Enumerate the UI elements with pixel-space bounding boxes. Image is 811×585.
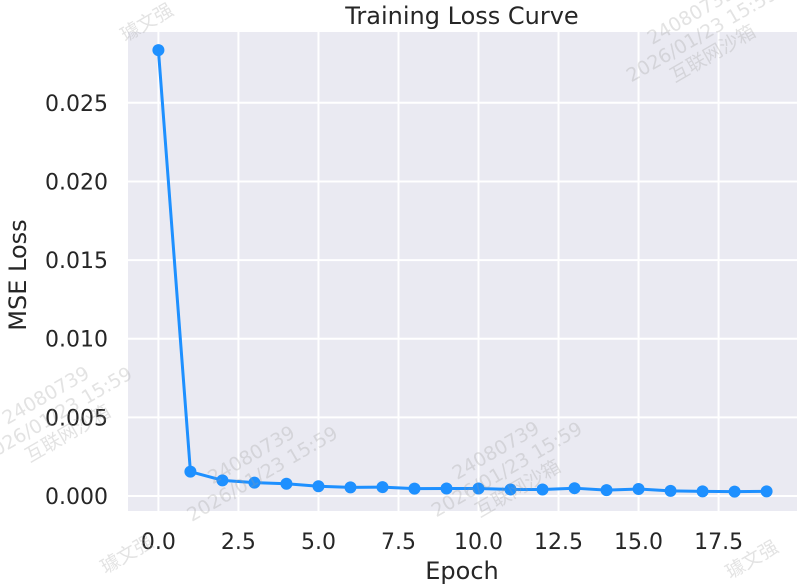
data-point [344,481,357,494]
data-point [632,482,645,495]
x-tick-label: 12.5 [534,530,583,555]
x-tick-label: 2.5 [221,530,256,555]
y-tick-label: 0.010 [45,328,108,353]
x-axis-title: Epoch [425,557,499,585]
data-point [280,477,293,490]
x-tick-label: 0.0 [141,530,176,555]
data-point [184,465,197,478]
series-layer [152,44,773,498]
data-point [728,485,741,498]
x-grid [157,32,720,511]
y-tick-label: 0.015 [45,249,108,274]
data-point [504,483,517,496]
data-point [248,476,261,489]
data-point [760,485,773,498]
data-point [216,474,229,487]
data-point [536,483,549,496]
plot-area [128,32,797,511]
x-tick-label: 5.0 [301,530,336,555]
data-point [440,482,453,495]
data-point [472,482,485,495]
chart-title: Training Loss Curve [344,2,578,30]
data-point [568,482,581,495]
data-point [696,485,709,498]
data-point [664,484,677,497]
y-tick-label: 0.005 [45,406,108,431]
data-point [408,482,421,495]
y-tick-label: 0.020 [45,170,108,195]
x-tick-label: 17.5 [694,530,743,555]
watermark-text: 璩文强 [97,531,157,579]
y-tick-label: 0.000 [45,485,108,510]
y-axis-title: MSE Loss [4,219,32,330]
x-tick-label: 10.0 [454,530,503,555]
y-axis: 0.000 0.005 0.010 0.015 0.020 0.025 [45,92,108,510]
y-tick-label: 0.025 [45,92,108,117]
data-point [152,44,165,57]
x-tick-label: 15.0 [614,530,663,555]
data-point [600,484,613,497]
data-point [312,480,325,493]
data-point [376,481,389,494]
x-tick-label: 7.5 [381,530,416,555]
y-grid [128,101,797,498]
watermark: 璩文强 [97,531,157,579]
x-axis: 0.0 2.5 5.0 7.5 10.0 12.5 15.0 17.5 [141,530,743,555]
